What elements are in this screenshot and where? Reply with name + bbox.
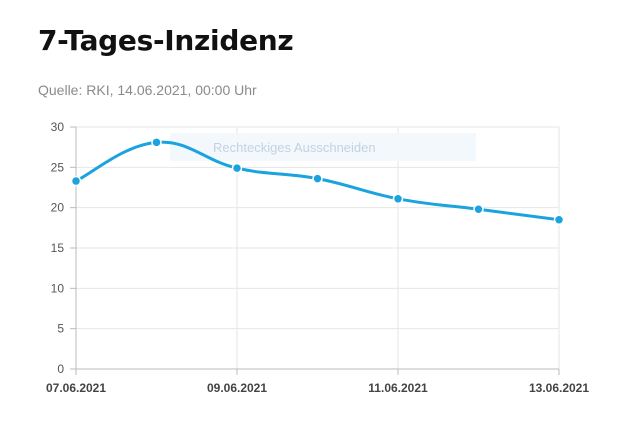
y-tick-label: 0 — [57, 362, 64, 376]
x-tick-label: 13.06.2021 — [529, 381, 589, 395]
x-tick-label: 09.06.2021 — [207, 381, 267, 395]
y-tick-label: 15 — [51, 241, 65, 255]
snip-tooltip-box — [170, 133, 476, 161]
data-point — [392, 193, 404, 205]
x-tick-label: 07.06.2021 — [46, 381, 106, 395]
y-tick-label: 20 — [51, 201, 65, 215]
data-point — [70, 175, 82, 187]
x-tick-label: 11.06.2021 — [368, 381, 428, 395]
snip-tooltip-label: Rechteckiges Ausschneiden — [213, 140, 376, 155]
data-point — [231, 162, 243, 174]
source-note: Quelle: RKI, 14.06.2021, 00:00 Uhr — [38, 82, 257, 98]
data-point — [312, 173, 323, 184]
grid-lines — [76, 126, 560, 369]
y-tick-labels: 0 5 10 15 20 25 30 — [51, 120, 65, 376]
data-point — [553, 214, 565, 226]
data-point — [473, 204, 484, 215]
data-point — [151, 137, 162, 148]
y-tick-label: 5 — [57, 322, 64, 336]
page-title: 7-Tages-Inzidenz — [38, 24, 294, 57]
y-tick-label: 10 — [51, 281, 65, 295]
y-tick-label: 25 — [51, 160, 65, 174]
axes — [70, 126, 560, 375]
y-tick-label: 30 — [51, 120, 65, 134]
x-tick-labels: 07.06.2021 09.06.2021 11.06.2021 13.06.2021 — [46, 381, 589, 395]
data-points — [70, 137, 565, 226]
